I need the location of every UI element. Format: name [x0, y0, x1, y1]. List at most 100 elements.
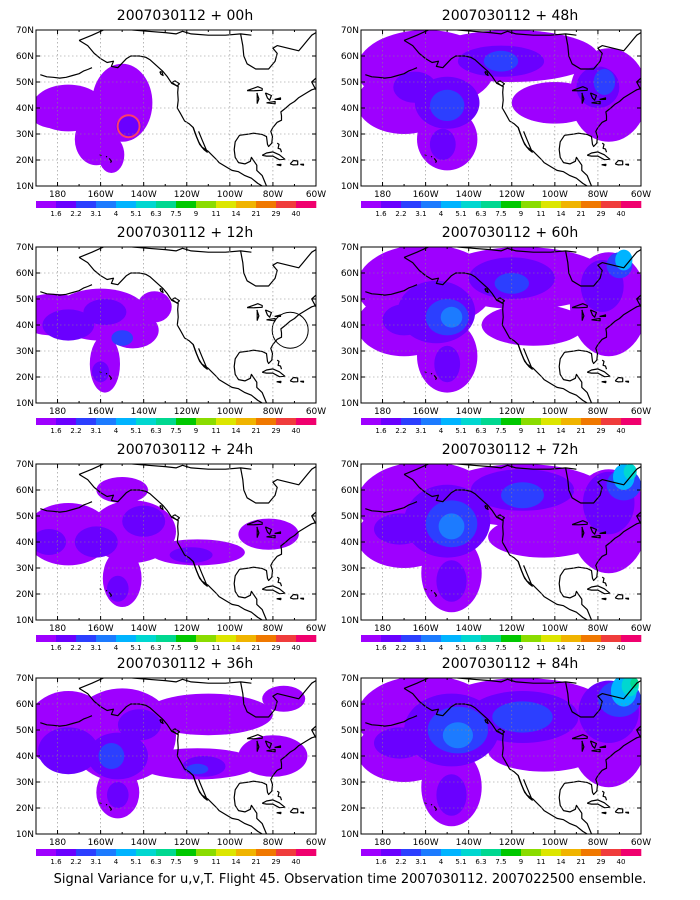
- lat-label: 20N: [341, 156, 359, 166]
- colorbar-segment: [381, 849, 402, 856]
- coastline: [78, 687, 264, 834]
- map-svg: 70N 60N 50N 40N 30N 20N 10N 180 160W 140W 120W 100W…: [16, 674, 326, 866]
- colorbar-segment: [361, 849, 382, 856]
- colorbar-label: 6.3: [150, 210, 161, 218]
- colorbar-label: 3.1: [90, 427, 101, 435]
- coastline: [558, 304, 641, 403]
- colorbar-label: 4: [439, 427, 444, 435]
- coastline: [276, 163, 282, 167]
- lat-label: 70N: [341, 26, 359, 36]
- colorbar-segment: [401, 849, 422, 856]
- coastline: [240, 249, 316, 287]
- colorbar-label: 2.2: [70, 427, 81, 435]
- lat-label: 40N: [16, 104, 34, 114]
- lat-label: 70N: [16, 460, 34, 470]
- colorbar-segment: [56, 418, 77, 425]
- coastline: [78, 30, 252, 41]
- lon-label: 120W: [174, 624, 200, 634]
- colorbar-label: 11: [537, 644, 546, 652]
- lon-label: 120W: [499, 624, 525, 634]
- panel-title: 2007030112 + 48h: [441, 8, 579, 24]
- lat-label: 70N: [16, 26, 34, 36]
- coastline: [105, 589, 108, 592]
- lon-label: 100W: [542, 407, 568, 417]
- lon-label: 180: [49, 624, 66, 634]
- colorbar-segment: [296, 849, 317, 856]
- lon-label: 160W: [413, 190, 439, 200]
- colorbar-segment: [236, 418, 257, 425]
- coastline: [300, 380, 305, 383]
- lat-label: 70N: [16, 243, 34, 253]
- colorbar-label: 11: [212, 644, 221, 652]
- lat-label: 60N: [341, 700, 359, 710]
- colorbar-label: 11: [212, 858, 221, 866]
- variance-region: [492, 701, 553, 733]
- lat-label: 50N: [341, 512, 359, 522]
- colorbar-segment: [441, 635, 462, 642]
- coastline: [300, 163, 305, 166]
- colorbar-segment: [481, 201, 502, 208]
- colorbar-segment: [521, 201, 542, 208]
- coastline: [256, 526, 260, 538]
- coastline: [636, 725, 641, 739]
- coastline: [192, 127, 208, 153]
- coastline: [625, 811, 630, 814]
- coastline: [601, 142, 608, 153]
- coastline: [403, 464, 577, 475]
- lat-label: 20N: [341, 590, 359, 600]
- variance-region: [111, 330, 133, 346]
- coastline: [571, 520, 588, 526]
- coastline: [565, 680, 641, 718]
- colorbar-segment: [156, 201, 177, 208]
- lon-label: 100W: [217, 407, 243, 417]
- colorbar-segment: [136, 201, 157, 208]
- lon-label: 180: [374, 624, 391, 634]
- coastline: [192, 775, 208, 801]
- colorbar-segment: [361, 201, 382, 208]
- coastline: [365, 715, 418, 727]
- lon-label: 140W: [131, 838, 157, 848]
- lat-label: 60N: [341, 52, 359, 62]
- coastline: [365, 501, 418, 513]
- lon-label: 60W: [631, 407, 651, 417]
- coastline: [614, 159, 624, 166]
- coastline: [601, 359, 608, 370]
- colorbar-label: 21: [577, 858, 586, 866]
- variance-region: [115, 115, 142, 137]
- coastline: [625, 597, 630, 600]
- colorbar-label: 5.1: [130, 210, 141, 218]
- colorbar-segment: [521, 849, 542, 856]
- lon-label: 140W: [131, 624, 157, 634]
- coastline: [433, 375, 438, 380]
- coastline: [256, 92, 260, 104]
- colorbar-segment: [461, 201, 482, 208]
- coastline: [159, 505, 164, 511]
- lat-label: 50N: [16, 295, 34, 305]
- colorbar-label: 11: [212, 427, 221, 435]
- coastline: [433, 806, 438, 811]
- colorbar-segment: [236, 849, 257, 856]
- coastline: [601, 576, 608, 587]
- colorbar-label: 6.3: [475, 427, 486, 435]
- lat-label: 30N: [16, 130, 34, 140]
- colorbar-label: 1.6: [50, 644, 62, 652]
- lat-label: 60N: [341, 486, 359, 496]
- lon-label: 80W: [588, 407, 608, 417]
- colorbar-label: 6.3: [150, 644, 161, 652]
- colorbar-segment: [236, 201, 257, 208]
- colorbar-label: 40: [292, 858, 301, 866]
- lon-label: 180: [49, 407, 66, 417]
- coastline: [599, 314, 607, 318]
- colorbar-label: 1.6: [50, 427, 62, 435]
- lat-label: 30N: [16, 347, 34, 357]
- colorbar-label: 3.1: [90, 858, 101, 866]
- colorbar-segment: [196, 201, 217, 208]
- variance-region: [615, 249, 633, 271]
- coastline: [586, 151, 611, 161]
- coastline: [78, 464, 252, 475]
- colorbar-label: 3.1: [415, 858, 426, 866]
- colorbar-segment: [256, 635, 277, 642]
- lat-label: 40N: [16, 321, 34, 331]
- colorbar-segment: [401, 635, 422, 642]
- lon-label: 80W: [263, 624, 283, 634]
